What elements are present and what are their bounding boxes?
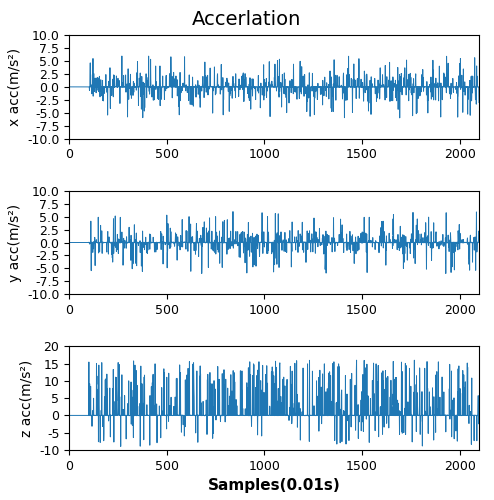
- Y-axis label: x acc(m/s²): x acc(m/s²): [7, 48, 22, 126]
- Y-axis label: z acc(m/s²): z acc(m/s²): [19, 360, 34, 437]
- Text: Accerlation: Accerlation: [192, 10, 302, 29]
- Y-axis label: y acc(m/s²): y acc(m/s²): [7, 204, 22, 282]
- X-axis label: Samples(0.01s): Samples(0.01s): [208, 478, 340, 494]
